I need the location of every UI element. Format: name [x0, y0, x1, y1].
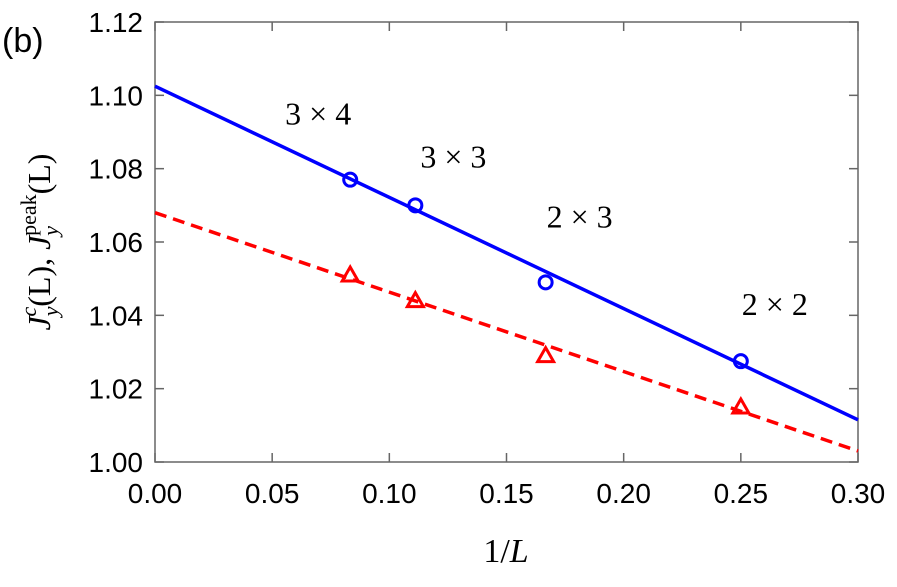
x-label-part: L [509, 533, 529, 570]
y-tick-label: 1.04 [89, 300, 144, 331]
x-label-part: 1/ [483, 533, 510, 570]
triangle-marker [339, 263, 361, 283]
y-tick-label: 1.02 [89, 374, 144, 405]
y-label-part: J [21, 314, 57, 330]
x-tick-label: 0.20 [596, 478, 651, 509]
plot-frame [154, 21, 859, 463]
x-tick-label: 0.25 [714, 478, 769, 509]
circle-marker [342, 171, 359, 188]
x-tick-label: 0.30 [831, 478, 886, 509]
x-tick-label: 0.15 [479, 478, 534, 509]
y-label-part: (L), [21, 250, 57, 307]
y-label-part: (L) [21, 154, 57, 195]
y-tick-label: 1.08 [89, 154, 144, 185]
fit-line [154, 211, 859, 453]
y-tick-label: 1.10 [89, 80, 144, 111]
y-tick-label: 1.00 [89, 447, 144, 478]
y-label-part: J [21, 234, 57, 250]
circle-marker [537, 274, 554, 291]
panel-label: (b) [2, 22, 44, 60]
annotation: 2 × 2 [742, 286, 808, 322]
fit-line [154, 84, 859, 422]
y-tick-label: 1.12 [89, 7, 144, 38]
x-tick-label: 0.10 [362, 478, 417, 509]
annotation: 3 × 3 [420, 138, 486, 174]
y-label-part: y [38, 226, 63, 238]
x-tick-label: 0.05 [245, 478, 300, 509]
y-label-part: c [16, 307, 41, 317]
y-label-part: y [38, 306, 63, 318]
x-axis-label: 1/L [483, 533, 528, 570]
x-tick-label: 0.00 [128, 478, 183, 509]
annotation: 2 × 3 [547, 198, 613, 234]
triangle-marker [535, 344, 557, 364]
y-axis-label: Jyc(L), Jypeak(L) [16, 154, 63, 331]
y-tick-label: 1.06 [89, 227, 144, 258]
annotation: 3 × 4 [285, 96, 351, 132]
y-label-part: peak [16, 194, 41, 236]
